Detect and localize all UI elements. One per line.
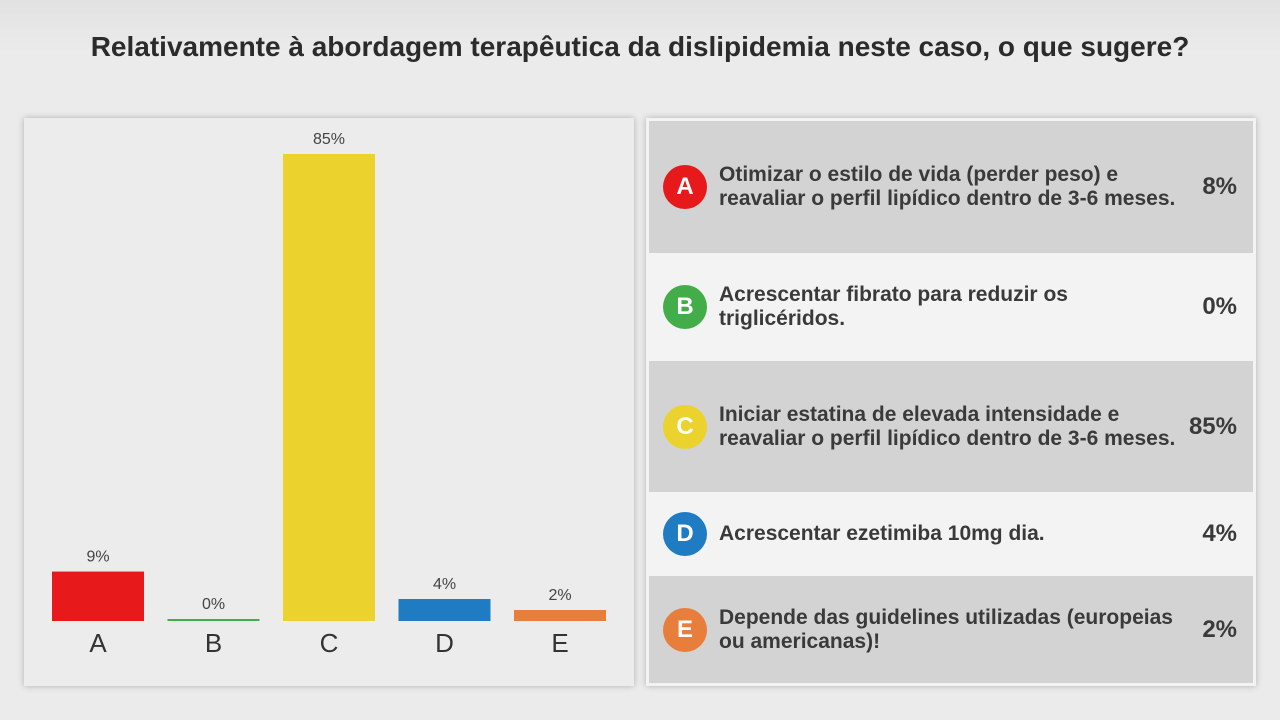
option-b-badge: B [663, 285, 707, 329]
option-b-percent: 0% [1202, 293, 1237, 320]
category-label-e: E [551, 628, 568, 658]
option-c-badge: C [663, 404, 707, 449]
bar-value-label-d: 4% [433, 576, 456, 593]
bar-value-label-c: 85% [313, 131, 345, 148]
bar-chart-svg: 9% A 0% B 85% C 4% D 2% E [52, 131, 606, 658]
question-title: Relativamente à abordagem terapêutica da… [90, 31, 1190, 62]
category-label-c: C [320, 628, 339, 658]
option-a[interactable]: A Otimizar o estilo de vida (perder peso… [649, 121, 1253, 253]
option-e-badge: E [663, 607, 707, 652]
bar-e [514, 610, 606, 621]
answer-options-panel: A Otimizar o estilo de vida (perder peso… [646, 118, 1256, 686]
option-a-percent: 8% [1202, 173, 1237, 200]
option-e-text: Depende das guidelines utilizadas (europ… [719, 605, 1173, 653]
option-c-percent: 85% [1188, 412, 1237, 440]
option-e[interactable]: E Depende das guidelines utilizadas (eur… [649, 576, 1253, 683]
bar-value-label-b: 0% [202, 596, 225, 613]
option-b[interactable]: B Acrescentar fibrato para reduzir os tr… [649, 253, 1253, 361]
option-c-text: Iniciar estatina de elevada intensidade … [719, 402, 1176, 450]
option-d-percent: 4% [1202, 520, 1237, 547]
bar-value-label-e: 2% [548, 587, 571, 604]
bar-c [283, 154, 375, 621]
option-a-badge: A [663, 165, 707, 209]
bar-d [398, 599, 491, 621]
background-strip [0, 0, 1280, 52]
option-d-text: Acrescentar ezetimiba 10mg dia. [719, 522, 1045, 545]
category-label-a: A [89, 628, 107, 658]
bar-value-label-a: 9% [86, 549, 109, 566]
option-b-text: Acrescentar fibrato para reduzir os trig… [719, 283, 1068, 330]
results-bar-chart: 9% A 0% B 85% C 4% D 2% E [24, 118, 634, 686]
option-c[interactable]: C Iniciar estatina de elevada intensidad… [649, 361, 1253, 492]
option-d[interactable]: D Acrescentar ezetimiba 10mg dia. 4% [649, 492, 1253, 576]
option-d-badge: D [663, 512, 707, 556]
option-e-percent: 2% [1202, 615, 1237, 643]
bar-b [167, 619, 260, 621]
category-label-d: D [435, 628, 454, 658]
option-a-text: Otimizar o estilo de vida (perder peso) … [719, 163, 1176, 210]
category-label-b: B [205, 628, 222, 658]
bar-a [52, 571, 144, 621]
